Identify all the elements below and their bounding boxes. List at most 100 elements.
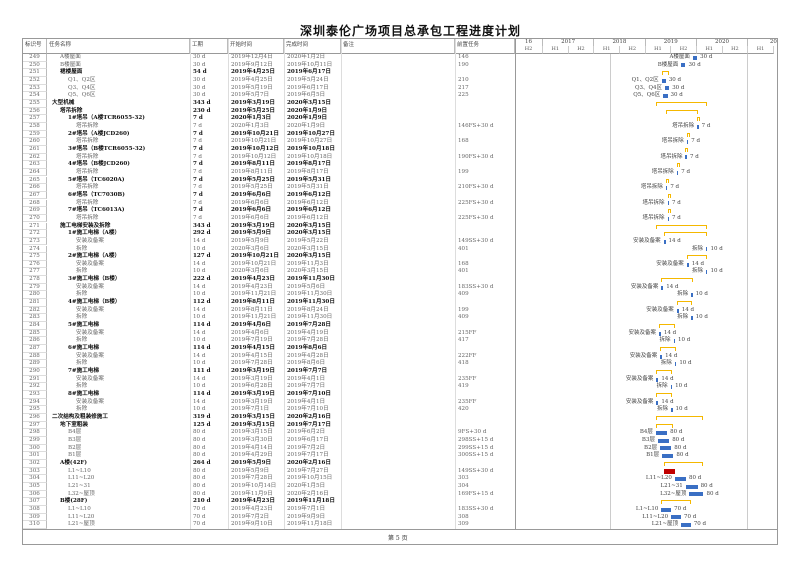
task-start: 2019年8月11日 <box>231 306 273 313</box>
task-name: A楼屋面 <box>60 54 81 60</box>
table-row: 284 5#施工电梯 114 d 2019年4月6日 2019年7月28日 <box>23 322 515 330</box>
task-duration: 7 d <box>193 168 202 175</box>
task-start: 2019年5月19日 <box>231 84 273 91</box>
col-header-note: 备注 <box>341 39 455 54</box>
task-name: 安装及备案 <box>76 398 104 405</box>
task-name: 3#塔吊（B楼TCR6055-32) <box>68 145 146 152</box>
task-start: 2019年4月15日 <box>231 345 276 352</box>
task-start: 2019年3月19日 <box>231 368 276 375</box>
table-row: 294 安装及备案 14 d 2019年3月19日 2019年4月1日 235FF <box>23 398 515 407</box>
task-duration: 7 d <box>193 214 202 221</box>
task-bar <box>676 170 679 175</box>
task-duration: 14 d <box>193 375 206 382</box>
task-duration: 70 d <box>193 505 206 512</box>
table-row: 287 6#施工电梯 114 d 2019年4月15日 2019年8月6日 <box>23 345 515 353</box>
table-row: 252 Q1、Q2区 30 d 2019年4月25日 2019年5月24日 210 <box>23 76 515 85</box>
task-name: L21~屋顶 <box>68 521 95 528</box>
table-row: 281 4#施工电梯（B楼） 112 d 2019年8月11日 2019年11月30日 <box>23 299 515 307</box>
task-name: 安装及备案 <box>76 329 104 336</box>
task-finish: 2019年11月30日 <box>287 276 335 283</box>
task-id: 254 <box>23 92 47 100</box>
task-predecessor: 9FS+30 d <box>458 429 487 436</box>
bar-label-duration: 70 d <box>674 505 687 512</box>
task-finish: 2019年7月10日 <box>287 391 332 398</box>
bar-label-name: 安装及备案 <box>633 237 661 244</box>
bar-label-duration: 10 d <box>679 360 692 367</box>
task-start: 2019年5月9日 <box>231 459 272 466</box>
task-bar <box>661 78 666 83</box>
task-predecessor: 235FF <box>458 398 477 405</box>
task-name: 3#施工电梯（B楼） <box>68 276 121 283</box>
task-bar <box>705 270 708 275</box>
task-bar <box>660 446 672 451</box>
table-row: 288 安装及备案 14 d 2019年4月15日 2019年4月28日 222FF <box>23 352 515 361</box>
task-id: 292 <box>23 383 47 391</box>
column-divider <box>190 39 191 529</box>
task-finish: 2019年7月7日 <box>287 383 326 390</box>
task-duration: 319 d <box>193 414 211 421</box>
task-start: 2019年11月21日 <box>231 314 277 321</box>
task-id: 261 <box>23 145 47 154</box>
bar-label-name: A楼屋面 <box>669 54 690 60</box>
task-name: 地下室粗装 <box>60 421 88 428</box>
task-duration: 14 d <box>193 352 206 359</box>
task-id: 278 <box>23 276 47 284</box>
summary-bar <box>697 117 701 122</box>
task-start: 2019年10月21日 <box>231 138 277 145</box>
task-id: 249 <box>23 54 47 62</box>
task-start: 2019年10月14日 <box>231 482 277 489</box>
task-name: 安装及备案 <box>76 375 104 382</box>
task-name: 施工电梯安装及拆除 <box>60 222 111 229</box>
task-start: 2019年7月2日 <box>231 513 270 520</box>
task-id: 260 <box>23 138 47 146</box>
task-predecessor: 418 <box>458 360 469 367</box>
task-id: 262 <box>23 153 47 162</box>
task-bar <box>663 239 666 244</box>
task-finish: 2019年7月17日 <box>287 452 329 459</box>
task-start: 2019年5月7日 <box>231 92 270 99</box>
task-predecessor: 303 <box>458 475 469 482</box>
task-start: 2019年4月15日 <box>231 352 273 359</box>
task-finish: 2019年7月1日 <box>287 505 326 512</box>
task-id: 275 <box>23 253 47 261</box>
bar-label-name: 塔吊拆除 <box>642 214 665 221</box>
task-predecessor: 308 <box>458 513 469 520</box>
task-name: 7#施工电梯 <box>68 368 99 375</box>
task-name: 拆除 <box>76 360 88 367</box>
table-row: 302 A楼(42F) 264 d 2019年5月9日 2020年2月16日 <box>23 459 515 468</box>
task-id: 299 <box>23 437 47 445</box>
task-duration: 54 d <box>193 69 207 76</box>
task-finish: 2019年5月31日 <box>287 176 332 183</box>
bar-label-duration: 7 d <box>701 122 711 129</box>
timescale-half: H1 <box>645 46 672 54</box>
task-finish: 2019年6月2日 <box>287 429 326 436</box>
task-bar <box>663 94 668 99</box>
task-id: 264 <box>23 168 47 177</box>
task-duration: 80 d <box>193 452 206 459</box>
task-duration: 127 d <box>193 253 211 260</box>
task-name: 6#施工电梯 <box>68 345 99 352</box>
task-id: 280 <box>23 291 47 300</box>
task-finish: 2019年4月1日 <box>287 375 326 382</box>
task-id: 271 <box>23 222 47 231</box>
task-finish: 2020年3月15日 <box>287 253 332 260</box>
task-duration: 230 d <box>193 107 211 114</box>
bar-label-name: Q5、Q6区 <box>633 92 661 99</box>
task-bar <box>655 431 668 436</box>
task-name: 5#塔吊（TC6020A) <box>68 176 125 183</box>
task-predecessor: 210FS+30 d <box>458 184 494 191</box>
task-bar <box>691 293 693 298</box>
bar-label-duration: 14 d <box>661 398 674 405</box>
task-name: 塔吊拆除 <box>76 168 99 175</box>
task-finish: 2019年7月28日 <box>287 337 329 344</box>
table-row: 256 塔吊拆除 230 d 2019年5月25日 2020年1月9日 <box>23 107 515 116</box>
task-bar <box>685 484 698 489</box>
task-id: 282 <box>23 306 47 315</box>
task-start: 2019年4月23日 <box>231 505 273 512</box>
timescale-year: 2018 <box>594 39 646 46</box>
task-duration: 343 d <box>193 222 211 229</box>
task-bar <box>686 140 689 145</box>
task-finish: 2019年7月7日 <box>287 368 328 375</box>
task-id: 295 <box>23 406 47 414</box>
task-duration: 112 d <box>193 299 211 306</box>
